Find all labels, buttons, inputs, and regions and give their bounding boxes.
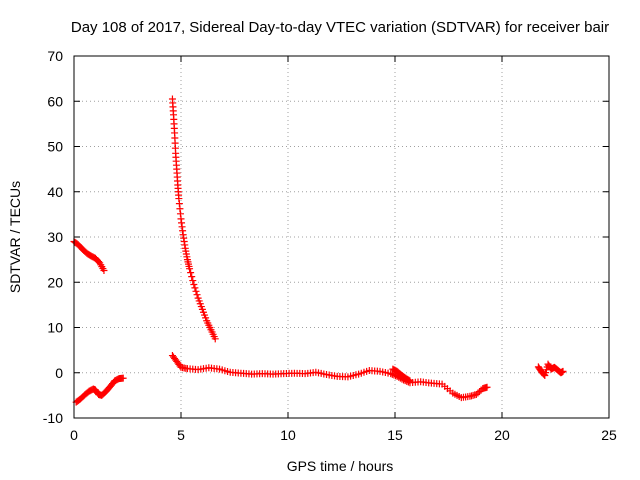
y-tick-label: -10 [43, 410, 63, 426]
y-tick-label: 0 [55, 365, 63, 381]
axis-ticks: 0 5 10 15 20 25 -10 0 10 20 30 40 50 60 70 [43, 48, 617, 443]
data-point [483, 383, 491, 391]
x-tick-label: 20 [494, 427, 510, 443]
chart-title: Day 108 of 2017, Sidereal Day-to-day VTE… [71, 19, 609, 36]
data-point [187, 269, 195, 277]
data-point [193, 291, 201, 299]
data-point [476, 388, 484, 396]
x-tick-label: 0 [70, 427, 78, 443]
y-tick-label: 40 [47, 184, 63, 200]
y-axis-label: SDTVAR / TECUs [7, 181, 23, 293]
data-point [100, 266, 108, 274]
data-point [186, 265, 194, 273]
y-tick-label: 70 [47, 48, 63, 64]
x-tick-label: 10 [280, 427, 296, 443]
x-tick-label: 25 [601, 427, 617, 443]
series-arc-early-high [70, 238, 108, 274]
data-point [474, 389, 482, 397]
data-point [559, 367, 567, 375]
data-point [188, 273, 196, 281]
y-tick-label: 10 [47, 320, 63, 336]
data-point [387, 370, 395, 378]
series-arc-early-low [72, 374, 127, 406]
y-tick-label: 60 [47, 93, 63, 109]
data-point [192, 287, 200, 295]
y-tick-label: 50 [47, 139, 63, 155]
grid-lines [74, 56, 609, 418]
data-points [70, 95, 567, 406]
y-tick-label: 20 [47, 274, 63, 290]
y-tick-label: 30 [47, 229, 63, 245]
data-point [189, 277, 197, 285]
data-point [119, 374, 127, 382]
series-arc-decay [168, 95, 219, 343]
data-point [191, 284, 199, 292]
series-arc-branch [389, 365, 414, 385]
data-point [472, 390, 480, 398]
data-point [405, 376, 413, 384]
series-arc-main [168, 352, 491, 402]
data-point [190, 281, 198, 289]
x-tick-label: 15 [387, 427, 403, 443]
data-point [406, 377, 414, 385]
series-arc-late [534, 360, 567, 379]
x-axis-label: GPS time / hours [287, 458, 394, 474]
x-tick-label: 5 [177, 427, 185, 443]
data-point [211, 335, 219, 343]
